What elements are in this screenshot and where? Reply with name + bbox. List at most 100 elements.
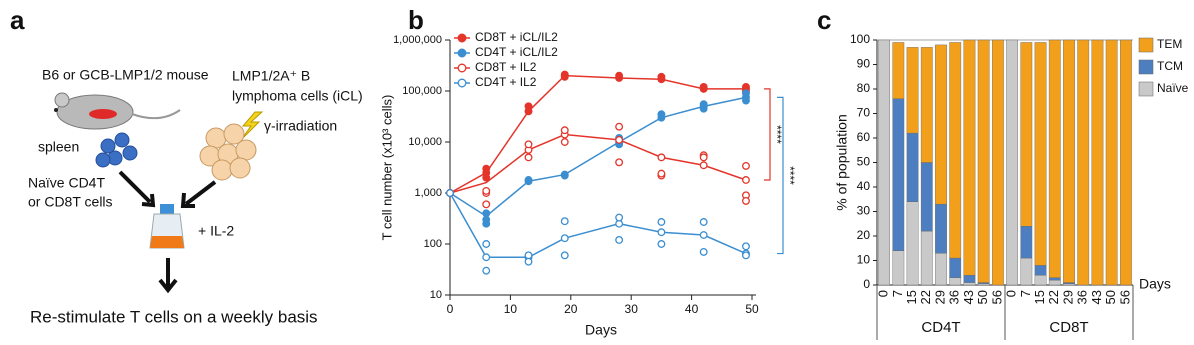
x-tick-label: 50 <box>745 302 759 316</box>
bar-segment <box>949 277 962 286</box>
bar-segment <box>1105 39 1118 286</box>
legend-label: Naïve <box>1157 81 1189 95</box>
legend-marker <box>457 33 467 43</box>
data-point <box>482 200 491 209</box>
bar-segment <box>920 230 933 286</box>
data-point <box>446 189 454 197</box>
y-tick-label: 10 <box>430 289 442 301</box>
x-axis-label: Days <box>1139 276 1171 292</box>
x-tick-label: 0 <box>1004 290 1019 297</box>
x-tick-label: 22 <box>918 290 933 304</box>
y-tick-label: 0 <box>863 277 870 291</box>
x-tick-label: 7 <box>890 290 905 297</box>
bar-segment <box>892 98 905 251</box>
x-tick-label: 15 <box>1032 290 1047 304</box>
x-tick-label: 20 <box>564 302 578 316</box>
y-tick-label: 100 <box>424 238 442 250</box>
data-point <box>482 173 491 182</box>
data-point <box>615 135 624 144</box>
legend-swatch <box>1138 59 1154 75</box>
data-point <box>482 164 491 173</box>
data-point <box>524 257 533 266</box>
naive-label: or CD8T cells <box>28 194 113 210</box>
data-point <box>482 253 491 262</box>
bar-segment <box>1020 225 1033 259</box>
bar-segment <box>1034 265 1047 276</box>
bar-segment <box>935 252 947 286</box>
data-point <box>615 158 624 167</box>
panel-label: a <box>10 5 25 35</box>
x-tick-label: 29 <box>1060 290 1075 304</box>
data-point <box>742 251 750 260</box>
legend-label: TEM <box>1157 37 1182 51</box>
x-tick-label: 29 <box>932 290 947 304</box>
bar-segment <box>1034 275 1047 286</box>
legend-label: CD4T + iCL/IL2 <box>475 45 558 59</box>
significance-label: **** <box>770 125 784 144</box>
y-tick-label: 30 <box>857 204 871 218</box>
bar-segment <box>1119 39 1132 286</box>
bar-segment <box>935 44 947 205</box>
data-point <box>524 140 533 149</box>
x-tick-label: 40 <box>685 302 699 316</box>
data-point <box>657 110 666 119</box>
bar-segment <box>963 282 976 286</box>
data-point <box>560 251 569 260</box>
data-point <box>482 209 491 218</box>
legend-label: CD8T + IL2 <box>475 60 537 74</box>
y-tick-label: 1,000 <box>414 187 442 199</box>
data-point <box>560 234 569 243</box>
y-tick-label: 100 <box>850 32 870 46</box>
x-tick-label: 22 <box>1046 290 1061 304</box>
data-point <box>560 70 569 79</box>
data-point <box>699 247 708 256</box>
data-point <box>615 122 624 131</box>
legend-marker <box>457 78 467 88</box>
bar-segment <box>1048 39 1061 278</box>
legend-marker <box>457 48 467 58</box>
y-tick-label: 60 <box>857 130 871 144</box>
bar-segment <box>892 42 905 99</box>
data-point <box>560 138 569 146</box>
bar-segment <box>949 42 962 259</box>
data-point <box>657 240 666 248</box>
x-tick-label: 15 <box>904 290 919 304</box>
x-tick-label: 30 <box>625 302 639 316</box>
panel-label: c <box>817 5 831 35</box>
significance-label: **** <box>783 166 797 185</box>
y-tick-label: 50 <box>857 155 871 169</box>
data-point <box>482 186 491 195</box>
flask-icon <box>149 204 185 249</box>
data-point <box>482 266 491 275</box>
series-line <box>449 74 746 194</box>
bar-segment <box>906 132 919 202</box>
bar-segment <box>878 39 891 286</box>
y-tick-label: 10 <box>857 253 871 267</box>
data-point <box>742 161 750 170</box>
bar-segment <box>949 257 962 278</box>
restimulate-label: Re-stimulate T cells on a weekly basis <box>30 307 318 326</box>
x-tick-label: 50 <box>1103 290 1118 304</box>
data-point <box>699 161 708 170</box>
lymphoma-label: LMP1/2A⁺ B <box>232 68 310 84</box>
data-point <box>699 218 708 226</box>
irradiation-label: γ-irradiation <box>264 118 337 134</box>
data-point <box>742 196 750 205</box>
mouse-icon <box>54 92 181 130</box>
y-tick-label: 70 <box>857 106 871 120</box>
bar-segment <box>1091 39 1104 286</box>
x-tick-label: 10 <box>504 302 518 316</box>
significance-bracket <box>777 96 784 255</box>
legend-swatch <box>1138 37 1154 53</box>
legend-marker <box>457 63 467 73</box>
data-point <box>699 153 708 162</box>
arrows <box>118 170 217 294</box>
bar-segment <box>1020 257 1033 286</box>
data-point <box>657 228 666 237</box>
data-point <box>657 218 666 226</box>
bar-segment <box>906 201 919 286</box>
y-axis-label: % of population <box>834 114 850 211</box>
data-point <box>742 176 750 184</box>
bar-segment <box>1034 42 1047 266</box>
